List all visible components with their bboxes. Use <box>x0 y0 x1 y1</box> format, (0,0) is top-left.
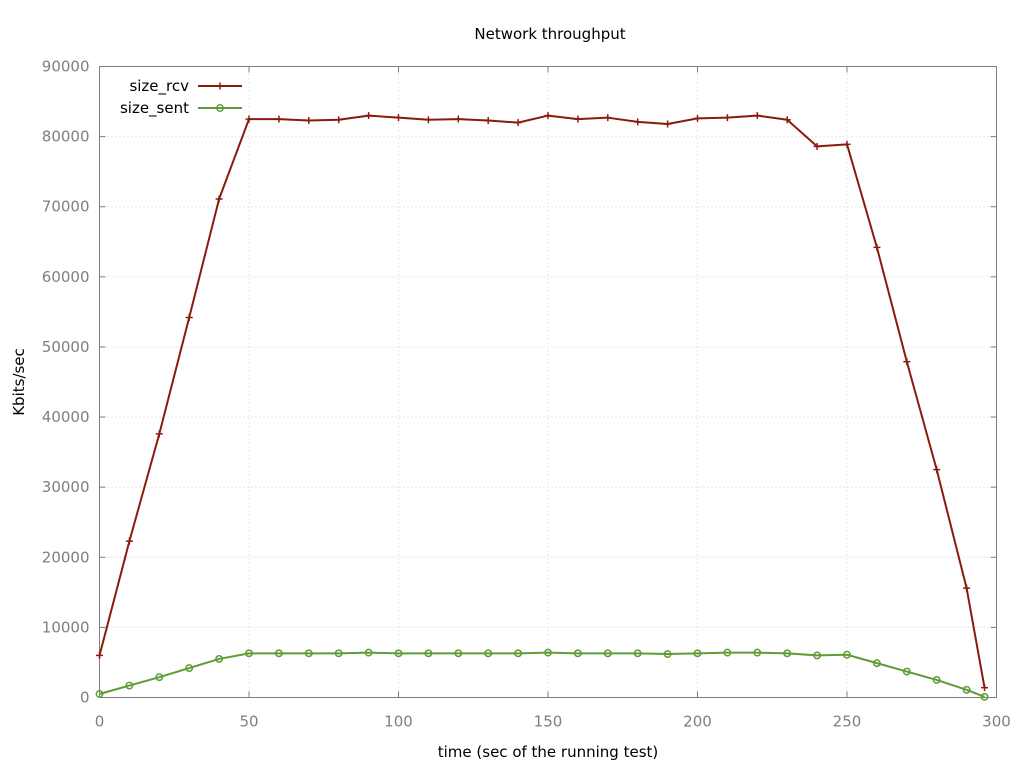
x-axis: 0 50 100 150 200 250 300 <box>95 66 1011 731</box>
data-point <box>125 537 133 545</box>
data-point <box>514 119 522 127</box>
data-point <box>305 116 313 124</box>
x-tick-label: 200 <box>683 713 712 731</box>
grid-lines <box>99 66 997 698</box>
data-point <box>634 118 642 126</box>
data-point <box>215 654 224 663</box>
data-point <box>394 649 403 658</box>
data-point <box>275 115 283 123</box>
data-point <box>962 685 971 694</box>
y-tick-label: 40000 <box>42 408 90 426</box>
data-point <box>185 313 193 321</box>
x-tick-label: 150 <box>534 713 563 731</box>
data-point <box>693 649 702 658</box>
data-point <box>664 120 672 128</box>
data-point <box>544 112 552 120</box>
data-point <box>694 114 701 122</box>
data-point <box>245 115 253 123</box>
data-point <box>663 650 672 658</box>
data-point <box>95 690 104 698</box>
data-point <box>723 648 732 657</box>
data-point <box>753 648 762 657</box>
data-point <box>484 649 493 658</box>
data-point <box>155 673 164 682</box>
data-point <box>424 649 433 658</box>
data-point <box>633 649 642 658</box>
data-point <box>125 681 134 690</box>
data-point <box>933 466 941 474</box>
y-tick-label: 70000 <box>42 198 90 216</box>
legend-item: size_rcv <box>129 77 242 96</box>
y-tick-label: 0 <box>80 689 90 707</box>
data-point <box>364 648 373 657</box>
legend-item: size_sent <box>120 99 242 118</box>
y-axis-label: Kbits/sec <box>10 348 28 416</box>
y-tick-label: 30000 <box>42 478 90 496</box>
data-point <box>514 649 523 658</box>
data-point <box>96 651 103 659</box>
x-tick-label: 100 <box>384 713 413 731</box>
data-point <box>903 358 911 366</box>
data-point <box>395 114 402 122</box>
data-point <box>981 684 989 692</box>
x-tick-label: 0 <box>95 713 105 731</box>
data-point <box>185 664 194 673</box>
y-tick-label: 60000 <box>42 268 90 286</box>
series-line <box>98 114 986 688</box>
y-tick-label: 90000 <box>42 58 90 76</box>
data-point <box>604 114 612 122</box>
y-axis: 0 10000 20000 30000 40000 50000 60000 70000 8000… <box>42 58 997 707</box>
data-point <box>902 667 911 676</box>
data-point <box>245 649 253 658</box>
y-tick-label: 20000 <box>42 548 90 566</box>
data-point <box>304 649 313 658</box>
x-tick-label: 250 <box>833 713 862 731</box>
data-point <box>843 650 851 659</box>
legend: size_rcv size_sent <box>120 77 242 118</box>
data-point <box>215 195 223 203</box>
y-tick-label: 50000 <box>42 338 90 356</box>
data-point <box>573 649 582 658</box>
data-point <box>963 584 971 592</box>
data-point <box>843 140 851 148</box>
x-tick-label: 300 <box>982 713 1011 731</box>
data-point <box>872 659 881 668</box>
data-point <box>155 430 163 438</box>
legend-label: size_sent <box>120 99 189 118</box>
x-axis-label: time (sec of the running test) <box>438 743 659 761</box>
data-point <box>334 649 343 658</box>
series-group <box>95 112 989 701</box>
data-point <box>813 651 822 660</box>
legend-label: size_rcv <box>129 77 189 96</box>
y-tick-label: 10000 <box>42 618 90 636</box>
data-point <box>365 112 373 120</box>
data-point <box>873 243 881 251</box>
data-point <box>813 142 821 150</box>
data-point <box>932 676 941 684</box>
data-point <box>274 649 283 658</box>
data-point <box>335 116 343 124</box>
series-size-rcv <box>96 112 989 692</box>
legend-marker <box>216 104 224 112</box>
data-point <box>783 649 792 658</box>
data-point <box>980 692 989 701</box>
data-point <box>574 115 582 123</box>
x-tick-label: 50 <box>239 713 258 731</box>
series-line <box>99 651 985 698</box>
data-point <box>603 649 612 658</box>
data-point <box>424 116 432 124</box>
legend-marker <box>216 82 224 90</box>
chart-title: Network throughput <box>474 25 625 43</box>
data-point <box>454 649 463 658</box>
data-point <box>753 112 761 120</box>
series-size-sent <box>95 648 989 701</box>
data-point <box>783 116 791 124</box>
data-point <box>484 116 492 124</box>
data-point <box>454 115 462 123</box>
data-point <box>544 648 552 657</box>
data-point <box>723 114 731 122</box>
y-tick-label: 80000 <box>42 128 90 146</box>
